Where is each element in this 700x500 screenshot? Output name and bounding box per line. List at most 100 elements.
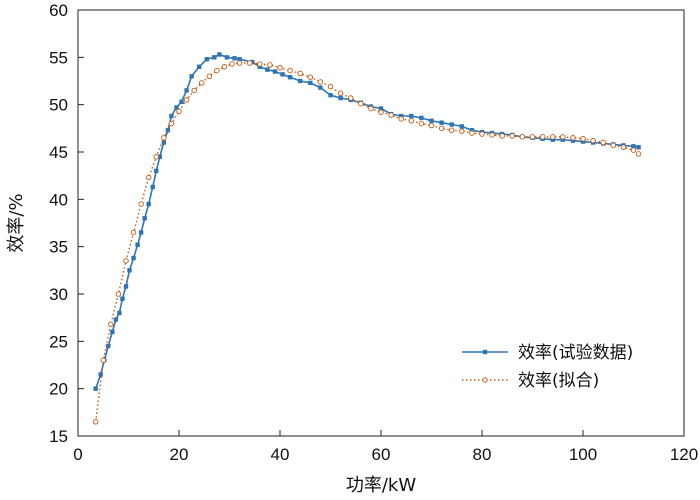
- series-1-point: [308, 80, 313, 86]
- y-tick-label: 35: [49, 238, 68, 257]
- series-2-point: [176, 108, 182, 115]
- series-1-point: [113, 317, 119, 322]
- series-1-point: [212, 55, 217, 60]
- series-1-point: [154, 168, 159, 174]
- series-1-point: [189, 74, 194, 79]
- series-1-point: [179, 99, 184, 105]
- series-2-point: [539, 134, 546, 140]
- y-tick-label: 50: [49, 96, 68, 115]
- series-2-point: [221, 64, 228, 70]
- legend-label-1: 效率(试验数据): [518, 343, 633, 363]
- series-2-point: [277, 64, 283, 71]
- y-tick-label: 15: [49, 427, 68, 446]
- axes: 0 20 40 60 80 100 120 15 20 25 30 35 40 45 50 55 60 功率/kW…: [6, 1, 698, 496]
- series-2-point: [620, 144, 627, 151]
- series-2-point: [610, 142, 617, 149]
- series-2-point: [138, 201, 144, 207]
- series-1-point: [232, 56, 237, 61]
- series-2-point: [145, 174, 152, 181]
- series-1-point: [272, 69, 278, 74]
- series-1-point: [257, 64, 262, 69]
- series-2-point: [590, 137, 596, 144]
- y-tick-label: 30: [49, 285, 68, 304]
- series-1-point: [378, 106, 384, 111]
- series-1-point: [157, 154, 163, 159]
- series-2-point: [198, 80, 205, 86]
- series-1-point: [98, 372, 103, 377]
- y-tick-label: 55: [49, 48, 68, 67]
- series-1-point: [429, 118, 434, 123]
- series-1-point: [197, 64, 202, 69]
- series-1-point: [110, 329, 115, 335]
- series-1-point: [169, 113, 174, 119]
- series-1-point: [636, 145, 641, 150]
- y-tick-label: 45: [49, 143, 68, 162]
- x-tick-label: 20: [170, 445, 189, 464]
- series-2-point: [191, 87, 197, 94]
- series-2-point: [297, 70, 303, 77]
- series-2-point: [327, 83, 334, 90]
- series-2-point: [428, 122, 435, 129]
- y-tick-label: 60: [49, 1, 68, 20]
- series-1-point: [117, 310, 122, 316]
- series-2-point: [509, 133, 516, 139]
- series-line-2: [95, 62, 640, 422]
- series-2-point: [307, 74, 314, 80]
- x-tick-label: 100: [569, 445, 597, 464]
- series-2-point: [398, 116, 404, 122]
- series-1-point: [265, 67, 270, 72]
- series-2-point: [206, 73, 213, 80]
- series-2-point: [337, 90, 344, 97]
- y-tick-label: 40: [49, 190, 68, 209]
- series-2-point: [388, 112, 394, 118]
- series-2-point: [183, 97, 190, 103]
- series-2-point: [580, 135, 586, 142]
- series-1-point: [580, 139, 586, 144]
- series-1-point: [399, 113, 404, 119]
- series-2-point: [214, 67, 220, 74]
- series-2-point: [459, 128, 465, 134]
- series-2-point: [358, 100, 364, 107]
- series-1-point: [135, 242, 140, 247]
- series-1-point: [146, 201, 151, 207]
- series-2-point: [168, 120, 175, 127]
- series-1-point: [631, 144, 636, 149]
- series-2-point: [438, 125, 445, 132]
- series-2-point: [469, 130, 475, 136]
- series-1-point: [224, 55, 230, 60]
- series-2-point: [236, 60, 243, 66]
- series-2-point: [418, 120, 425, 127]
- series-2-point: [489, 132, 495, 138]
- series-line-1: [94, 53, 639, 389]
- x-tick-label: 80: [473, 445, 492, 464]
- series-1-point: [93, 386, 98, 391]
- series-1-point: [459, 124, 464, 129]
- x-tick-label: 120: [670, 445, 698, 464]
- series-2-point: [108, 321, 114, 328]
- legend-marker-1: [482, 349, 488, 355]
- series-2-point: [246, 60, 253, 66]
- x-tick-label: 40: [271, 445, 290, 464]
- series-1-point: [550, 137, 555, 142]
- series-2-point: [549, 134, 556, 140]
- series-2-point: [600, 139, 606, 146]
- series-2-point: [153, 153, 160, 160]
- series-1-point: [161, 140, 167, 145]
- series-2-point: [448, 127, 455, 133]
- series-2-point: [378, 109, 384, 115]
- series-2-point: [570, 135, 576, 141]
- x-tick-label: 0: [73, 445, 82, 464]
- series-1-point: [150, 184, 155, 190]
- series-2-point: [161, 135, 167, 141]
- series-1-point: [409, 113, 414, 119]
- series-1-point: [184, 88, 189, 93]
- legend-label-2: 效率(拟合): [518, 371, 599, 391]
- series-1-point: [280, 72, 285, 77]
- series-2-point: [408, 118, 415, 124]
- series-1-point: [318, 85, 323, 90]
- y-tick-label: 20: [49, 380, 68, 399]
- series-2-point: [479, 131, 485, 137]
- series-1-point: [106, 343, 111, 349]
- series-2-point: [257, 61, 263, 67]
- series-2-point: [115, 291, 122, 297]
